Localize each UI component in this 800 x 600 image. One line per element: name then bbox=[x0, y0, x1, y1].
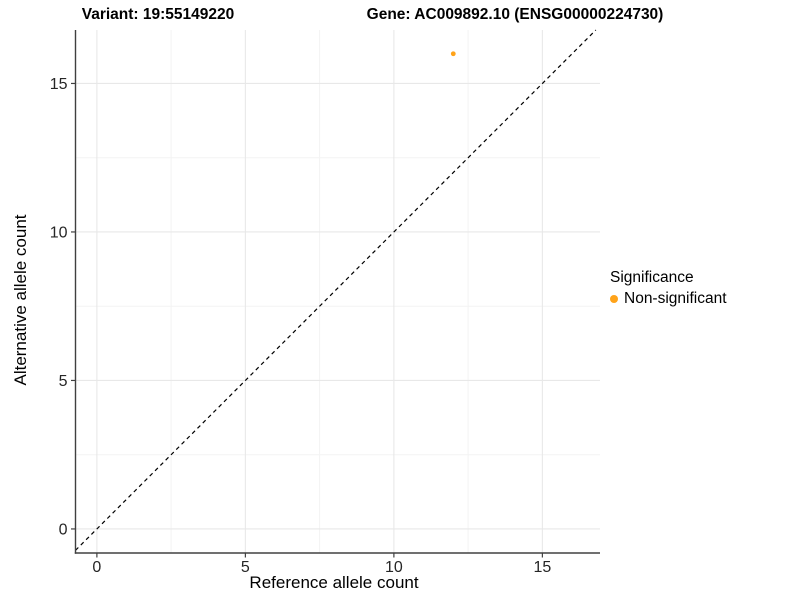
data-points bbox=[450, 51, 456, 57]
svg-text:15: 15 bbox=[533, 559, 551, 576]
axis-ticks bbox=[71, 82, 543, 558]
identity-reference-line bbox=[75, 29, 597, 551]
axis-lines bbox=[74, 30, 600, 554]
svg-text:10: 10 bbox=[385, 559, 403, 576]
y-axis-title: Alternative allele count bbox=[11, 214, 30, 386]
svg-text:5: 5 bbox=[59, 373, 68, 390]
legend-item: Non-significant bbox=[610, 290, 727, 308]
svg-text:0: 0 bbox=[92, 559, 101, 576]
svg-text:10: 10 bbox=[50, 224, 68, 241]
minor-gridlines bbox=[75, 30, 600, 553]
plot-title-gene: Gene: AC009892.10 (ENSG00000224730) bbox=[366, 6, 664, 23]
legend: Significance Non-significant bbox=[610, 269, 727, 308]
legend-title: Significance bbox=[610, 269, 694, 286]
data-point bbox=[450, 51, 456, 57]
svg-text:0: 0 bbox=[59, 521, 68, 538]
legend-item-label: Non-significant bbox=[624, 290, 727, 307]
tick-labels: 0 5 10 15 0 5 10 15 bbox=[50, 76, 552, 576]
legend-point-icon bbox=[610, 295, 618, 303]
svg-text:15: 15 bbox=[50, 76, 68, 93]
svg-text:5: 5 bbox=[241, 559, 250, 576]
plot-title-variant: Variant: 19:55149220 bbox=[81, 6, 235, 23]
major-gridlines bbox=[75, 30, 600, 553]
x-axis-title: Reference allele count bbox=[249, 573, 419, 592]
